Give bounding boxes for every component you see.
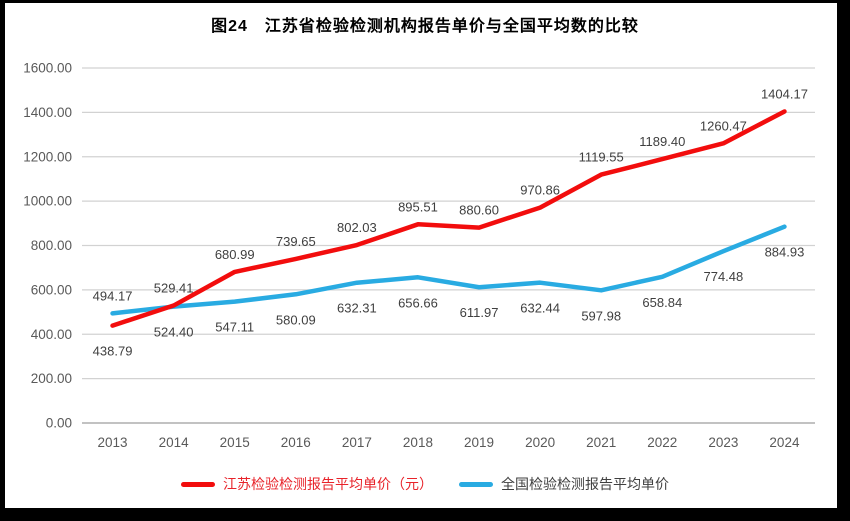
x-tick-label: 2016 [281,435,311,450]
x-tick-label: 2019 [464,435,494,450]
data-label-national: 580.09 [276,312,316,327]
x-tick-label: 2023 [708,435,738,450]
data-label-national: 494.17 [93,288,133,303]
x-tick-label: 2013 [98,435,128,450]
data-label-jiangsu: 529.41 [154,281,194,296]
x-tick-label: 2021 [586,435,616,450]
legend-item-national: 全国检验检测报告平均单价 [459,474,669,494]
data-label-jiangsu: 802.03 [337,220,377,235]
data-label-jiangsu: 739.65 [276,234,316,249]
x-tick-label: 2014 [159,435,190,450]
chart-title: 图24 江苏省检验检测机构报告单价与全国平均数的比较 [211,18,639,35]
data-label-national: 658.84 [642,295,682,310]
y-tick-label: 0.00 [46,416,72,431]
x-tick-label: 2018 [403,435,433,450]
legend: 江苏检验检测报告平均单价（元） 全国检验检测报告平均单价 [0,474,850,494]
series-line-national [110,224,787,316]
data-label-jiangsu: 1189.40 [639,134,685,149]
y-tick-label: 800.00 [31,238,72,253]
legend-swatch-national [459,481,493,487]
data-label-jiangsu: 438.79 [93,344,133,359]
legend-item-jiangsu: 江苏检验检测报告平均单价（元） [181,474,433,494]
data-label-national: 632.44 [520,301,560,316]
y-tick-label: 1000.00 [23,194,72,209]
page-edge-left [0,0,5,521]
data-label-national: 547.11 [215,320,254,335]
legend-label-national: 全国检验检测报告平均单价 [501,476,669,492]
data-label-jiangsu: 880.60 [459,203,499,218]
data-label-national: 611.97 [460,305,499,320]
data-label-national: 524.40 [154,325,194,340]
data-label-jiangsu: 1260.47 [700,118,747,133]
data-label-national: 774.48 [703,269,743,284]
y-tick-label: 200.00 [31,371,72,386]
legend-swatch-jiangsu [181,481,215,487]
x-tick-label: 2024 [769,435,800,450]
data-label-national: 884.93 [765,245,805,260]
x-tick-label: 2017 [342,435,372,450]
page-edge-bottom [0,508,850,521]
y-tick-label: 400.00 [31,327,72,342]
y-tick-label: 1200.00 [23,149,72,164]
data-label-national: 597.98 [581,308,621,323]
x-tick-label: 2015 [220,435,250,450]
data-label-national: 656.66 [398,295,438,310]
data-label-jiangsu: 680.99 [215,247,255,262]
data-label-jiangsu: 970.86 [520,183,560,198]
x-tick-label: 2022 [647,435,677,450]
data-label-jiangsu: 1119.55 [579,150,624,165]
y-tick-label: 1600.00 [23,61,72,76]
y-tick-label: 600.00 [31,282,72,297]
series-line-jiangsu [110,109,787,328]
page-edge-right [837,0,850,521]
page-edge-top [0,0,850,3]
legend-label-jiangsu: 江苏检验检测报告平均单价（元） [223,476,433,492]
data-label-jiangsu: 895.51 [398,199,438,214]
data-label-national: 632.31 [337,301,377,316]
data-label-jiangsu: 1404.17 [761,86,808,101]
x-tick-label: 2020 [525,435,555,450]
y-tick-label: 1400.00 [23,105,72,120]
